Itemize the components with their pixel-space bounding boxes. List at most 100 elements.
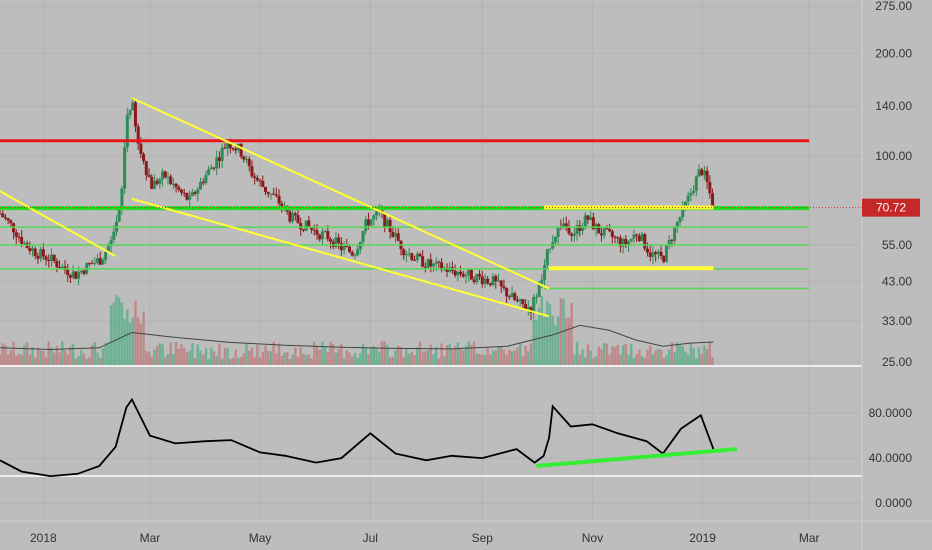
candle-body	[125, 114, 129, 148]
candle-body	[144, 161, 148, 175]
candle-body	[22, 243, 26, 245]
volume-bar	[118, 297, 121, 365]
candle-body	[364, 219, 368, 232]
candle-body	[79, 270, 83, 273]
volume-bar	[234, 349, 237, 365]
candle-body	[212, 167, 216, 169]
volume-bar	[88, 357, 91, 365]
volume-bar	[291, 354, 294, 365]
candle-body	[315, 230, 319, 235]
volume-bar	[413, 354, 416, 365]
volume-bar	[220, 358, 224, 365]
candle-body	[44, 256, 48, 260]
candle-body	[532, 296, 536, 314]
volume-bar	[394, 350, 397, 365]
volume-bar	[611, 346, 614, 365]
candle-body	[624, 239, 628, 246]
early-downtrend-line[interactable]	[0, 190, 117, 258]
candle-body	[280, 203, 284, 207]
candle-body	[299, 223, 303, 230]
volume-bar	[61, 341, 64, 365]
volume-bar	[191, 343, 194, 365]
candle-body	[104, 251, 108, 260]
candle-body	[274, 194, 278, 196]
candle-body	[28, 247, 32, 252]
volume-bar	[196, 344, 199, 365]
time-tick-label: Mar	[140, 531, 161, 545]
volume-bar	[272, 341, 275, 365]
volume-bar	[215, 355, 218, 365]
volume-bar	[375, 348, 378, 365]
volume-bar	[705, 349, 709, 365]
osc-tick-label: 0.0000	[875, 496, 912, 510]
volume-bar	[565, 317, 568, 365]
candle-body	[6, 218, 10, 221]
volume-bar	[470, 344, 473, 365]
candle-body	[445, 267, 449, 272]
volume-bar	[296, 356, 300, 365]
volume-bar	[204, 348, 208, 365]
volume-bar	[632, 357, 636, 365]
volume-bar	[12, 341, 15, 365]
candle-body	[60, 266, 64, 269]
candle-body	[692, 190, 696, 193]
volume-bar	[562, 298, 565, 365]
price-tick-label: 275.00	[875, 0, 912, 13]
candle-body	[158, 179, 162, 184]
wedge-upper-line[interactable]	[131, 97, 550, 290]
volume-bar	[578, 355, 581, 365]
candle-body	[708, 181, 712, 194]
wedge-lower-line[interactable]	[131, 197, 550, 318]
candle-body	[226, 143, 230, 149]
divergence-line[interactable]	[536, 447, 738, 468]
volume-bar	[613, 347, 617, 365]
candle-body	[456, 271, 460, 276]
candle-body	[581, 227, 584, 231]
volume-bar	[516, 347, 519, 365]
volume-bar	[684, 351, 687, 365]
volume-bar	[386, 344, 389, 365]
osc-tick-label: 80.0000	[869, 406, 913, 420]
candle-body	[483, 278, 487, 285]
candle-body	[505, 288, 509, 297]
volume-bar	[494, 350, 498, 365]
candle-body	[610, 231, 614, 237]
candle-body	[277, 195, 281, 204]
candle-body	[646, 248, 650, 253]
candle-body	[616, 237, 620, 239]
candle-body	[264, 186, 268, 192]
candle-body	[150, 176, 154, 189]
candle-body	[499, 280, 503, 287]
candle-body	[250, 166, 254, 177]
candle-body	[570, 233, 574, 236]
time-tick-label: Mar	[799, 531, 820, 545]
volume-bar	[42, 351, 45, 365]
volume-bar	[483, 354, 487, 365]
volume-bar	[36, 347, 40, 365]
candle-body	[689, 192, 693, 196]
volume-bar	[242, 353, 246, 365]
candle-body	[537, 283, 541, 297]
volume-bar	[169, 342, 172, 365]
volume-bar	[597, 346, 600, 365]
candle-body	[180, 189, 184, 193]
candle-body	[518, 299, 522, 302]
volume-bar	[63, 350, 67, 365]
candle-body	[177, 187, 181, 190]
volume-bar	[20, 354, 23, 365]
volume-bar	[689, 342, 693, 365]
candle-body	[245, 159, 249, 161]
candle-body	[174, 183, 178, 188]
volume-bar	[434, 346, 438, 365]
volume-bar	[245, 342, 248, 365]
candle-body	[1, 213, 5, 218]
volume-bar	[405, 349, 408, 365]
candle-body	[673, 227, 677, 241]
candle-body	[345, 245, 349, 247]
volume-bar	[71, 344, 75, 365]
volume-bar	[6, 354, 10, 365]
candle-body	[524, 304, 528, 310]
candle-body	[667, 239, 671, 246]
volume-bar	[28, 354, 32, 365]
